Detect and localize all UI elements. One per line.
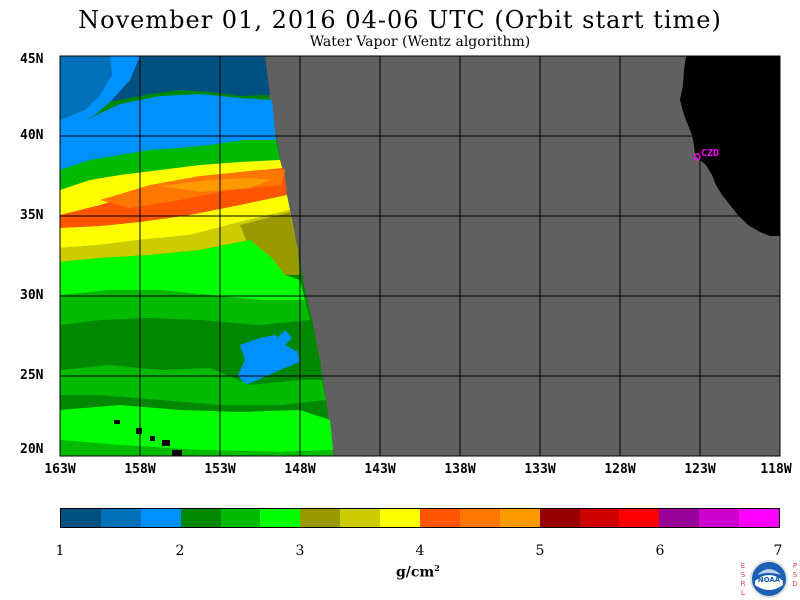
scale-tick-3: 3 <box>295 543 305 559</box>
color-swatch-5 <box>220 509 261 527</box>
lon-label-158w: 158W <box>124 462 156 477</box>
psd-letter-p: P <box>792 562 798 570</box>
esrl-letter-r: R <box>740 580 746 588</box>
noaa-logo: E S R L NOAA P S D <box>740 558 798 600</box>
color-swatch-15 <box>619 509 660 527</box>
psd-letter-d: D <box>792 580 798 588</box>
color-swatch-10 <box>420 509 460 527</box>
noaa-emblem-icon: NOAA <box>750 560 788 598</box>
lat-label-45n: 45N <box>20 52 44 67</box>
units-superscript: 2 <box>434 563 440 573</box>
color-swatch-6 <box>260 509 301 527</box>
units-label: g/cm2 <box>396 563 440 581</box>
color-swatch-1 <box>61 509 101 527</box>
color-swatch-13 <box>539 509 580 527</box>
station-label: CZD <box>701 148 719 159</box>
lon-label-123w: 123W <box>684 462 716 477</box>
color-swatch-9 <box>380 509 421 527</box>
lon-label-148w: 148W <box>284 462 316 477</box>
scale-tick-2: 2 <box>175 543 185 559</box>
water-vapor-field <box>60 56 333 456</box>
color-scale-bar <box>60 508 780 528</box>
color-swatch-4 <box>180 509 221 527</box>
color-swatch-7 <box>300 509 341 527</box>
psd-letter-s: S <box>792 571 798 579</box>
map-grid <box>59 55 781 457</box>
lon-label-163w: 163W <box>44 462 76 477</box>
land-north-america <box>680 56 780 236</box>
color-swatch-3 <box>140 509 181 527</box>
map-title: November 01, 2016 04-06 UTC (Orbit start… <box>78 6 722 34</box>
scale-tick-4: 4 <box>415 543 425 559</box>
psd-letters: P S D <box>792 562 798 589</box>
map-subtitle: Water Vapor (Wentz algorithm) <box>309 34 531 50</box>
color-swatch-14 <box>579 509 620 527</box>
lat-label-35n: 35N <box>20 208 44 223</box>
color-swatch-17 <box>699 509 740 527</box>
station-marker-czd: CZD <box>693 148 719 161</box>
scale-tick-5: 5 <box>535 543 545 559</box>
color-swatch-2 <box>100 509 141 527</box>
lon-label-138w: 138W <box>444 462 476 477</box>
lat-label-30n: 30N <box>20 288 44 303</box>
scale-tick-6: 6 <box>655 543 665 559</box>
lon-label-153w: 153W <box>204 462 236 477</box>
lat-label-25n: 25N <box>20 368 44 383</box>
esrl-letter-s: S <box>740 571 746 579</box>
color-swatch-11 <box>459 509 500 527</box>
scale-tick-7: 7 <box>773 543 783 559</box>
color-swatch-8 <box>340 509 381 527</box>
scale-tick-1: 1 <box>55 543 65 559</box>
lat-label-20n: 20N <box>20 442 44 457</box>
color-swatch-16 <box>659 509 700 527</box>
esrl-letter-l: L <box>741 589 745 597</box>
units-text: g/cm <box>396 564 435 581</box>
color-swatch-12 <box>499 509 540 527</box>
lon-label-133w: 133W <box>524 462 556 477</box>
color-swatch-18 <box>739 509 780 527</box>
noaa-badge-text: NOAA <box>758 576 781 584</box>
esrl-letter-e: E <box>740 562 746 570</box>
lat-label-40n: 40N <box>20 128 44 143</box>
lon-label-128w: 128W <box>604 462 636 477</box>
esrl-letters: E S R L <box>740 562 746 598</box>
lon-label-143w: 143W <box>364 462 396 477</box>
lon-label-118w: 118W <box>760 462 792 477</box>
